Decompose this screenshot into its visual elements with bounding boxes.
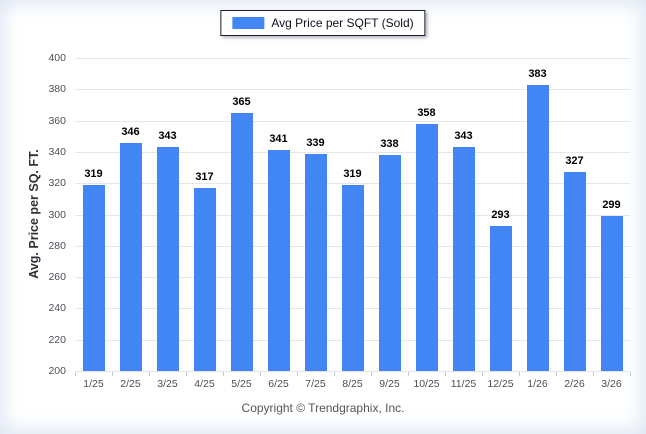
y-tick-label: 300 [48, 208, 66, 221]
x-tick-label: 9/25 [379, 378, 400, 390]
y-tick-label: 240 [48, 302, 66, 315]
y-tick-label: 380 [48, 83, 66, 96]
x-tick-label: 8/25 [342, 378, 363, 390]
gridline [75, 151, 630, 153]
bar-value-label: 343 [158, 130, 177, 143]
bar-value-label: 343 [454, 130, 473, 143]
y-tick-label: 200 [48, 365, 66, 377]
bar [193, 187, 216, 371]
bar [600, 216, 623, 371]
bar [452, 147, 475, 371]
axis-tick [371, 372, 372, 376]
y-tick-label: 400 [48, 52, 66, 64]
bar-value-label: 346 [121, 125, 140, 138]
axis-tick [519, 372, 520, 376]
axis-tick [482, 372, 483, 376]
y-tick-label: 340 [48, 145, 66, 158]
axis-tick [408, 372, 409, 376]
bar-value-label: 319 [84, 167, 103, 180]
axis-tick [593, 372, 594, 376]
bar [119, 142, 142, 371]
axis-tick [75, 372, 76, 376]
y-tick-label: 280 [48, 239, 66, 252]
x-tick-label: 6/25 [268, 378, 289, 390]
axis-tick [556, 372, 557, 376]
bar-value-label: 383 [528, 67, 547, 80]
bar-value-label: 319 [343, 167, 362, 180]
gridline [75, 183, 630, 185]
bar [489, 225, 512, 371]
x-tick-label: 1/26 [527, 378, 548, 390]
bar [82, 184, 105, 371]
x-tick-label: 5/25 [231, 378, 252, 390]
bar-value-label: 293 [491, 208, 510, 221]
x-tick-label: 11/25 [450, 378, 477, 390]
bar [156, 147, 179, 371]
axis-tick [334, 372, 335, 376]
bar [267, 150, 290, 371]
gridline [75, 371, 630, 372]
legend-swatch-icon [232, 17, 265, 29]
legend-label: Avg Price per SQFT (Sold) [271, 16, 414, 30]
x-tick-label: 3/26 [601, 378, 622, 390]
x-tick-label: 2/25 [120, 378, 141, 390]
gridline [75, 89, 630, 91]
axis-tick [260, 372, 261, 376]
axis-tick [630, 372, 631, 376]
bar [563, 172, 586, 371]
bar [341, 184, 364, 371]
bar-value-label: 341 [269, 133, 288, 146]
y-tick-label: 220 [48, 333, 66, 346]
x-tick-label: 2/26 [564, 378, 585, 390]
legend: Avg Price per SQFT (Sold) [220, 10, 426, 36]
bar-value-label: 365 [232, 95, 251, 108]
copyright: Copyright © Trendgraphix, Inc. [241, 401, 405, 415]
bar-value-label: 317 [195, 170, 214, 183]
bar-value-label: 339 [306, 136, 325, 149]
y-tick-label: 260 [48, 271, 66, 284]
bar [526, 84, 549, 371]
axis-tick [445, 372, 446, 376]
axis-tick [112, 372, 113, 376]
x-tick-label: 1/25 [83, 378, 104, 390]
gridline [75, 58, 630, 59]
axis-tick [149, 372, 150, 376]
bar [415, 123, 438, 371]
bar [378, 155, 401, 371]
axis-tick [297, 372, 298, 376]
gridline [75, 120, 630, 122]
bar-value-label: 327 [565, 155, 584, 168]
x-tick-label: 12/25 [487, 378, 514, 390]
bar-value-label: 338 [380, 138, 399, 150]
y-tick-label: 320 [48, 177, 66, 190]
x-tick-label: 7/25 [305, 378, 326, 390]
bar [304, 153, 327, 371]
bar-value-label: 358 [417, 106, 436, 119]
axis-tick [186, 372, 187, 376]
bar-value-label: 299 [602, 199, 621, 212]
x-tick-label: 10/25 [413, 378, 440, 390]
x-tick-label: 4/25 [194, 378, 215, 390]
bar [230, 112, 253, 371]
x-tick-label: 3/25 [157, 378, 178, 390]
y-tick-label: 360 [48, 114, 66, 127]
axis-tick [223, 372, 224, 376]
